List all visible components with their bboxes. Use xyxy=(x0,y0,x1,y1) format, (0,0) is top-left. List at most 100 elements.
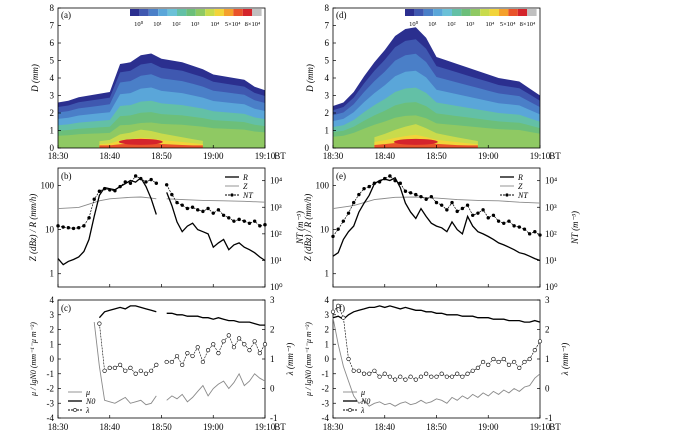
colorbar-label: 8×10⁴ xyxy=(520,21,536,28)
series-N0-line xyxy=(98,305,265,326)
series-NT-point xyxy=(170,192,174,197)
x-tick-label: 18:40 xyxy=(99,151,120,161)
series-lambda-point xyxy=(211,342,216,347)
colorbar-cell xyxy=(527,9,537,16)
y2-tick-label: 10² xyxy=(270,229,282,239)
series-NT-point xyxy=(201,209,205,214)
colorbar-cell xyxy=(195,9,206,16)
series-lambda-point xyxy=(393,377,398,382)
series-NT-point xyxy=(429,194,434,199)
legend-label: R xyxy=(242,173,248,182)
series-NT-point xyxy=(445,208,449,212)
y-tick-label: -1 xyxy=(322,369,330,379)
series-lambda-point xyxy=(351,368,356,373)
y-tick-label: 0 xyxy=(325,143,330,153)
y2-tick-label: 3 xyxy=(545,295,550,305)
series-lambda-point xyxy=(190,353,195,359)
series-NT-point xyxy=(533,230,537,234)
y2-tick-label: 10³ xyxy=(270,202,282,212)
series-NT-point xyxy=(377,180,382,184)
y-tick-label: 7 xyxy=(325,21,330,31)
series-lambda-point xyxy=(252,339,257,344)
y-tick-label: 1 xyxy=(50,269,55,279)
time-unit-label: BT xyxy=(549,422,561,432)
x-tick-label: 18:50 xyxy=(151,151,172,161)
series-NT-point xyxy=(455,209,459,214)
series-lambda-point xyxy=(408,374,413,379)
panel-label: (b) xyxy=(61,171,72,181)
series-lambda-point xyxy=(138,368,143,373)
colorbar-cell xyxy=(461,9,471,16)
y2-tick-label: 10³ xyxy=(545,202,557,212)
series-NT-point xyxy=(502,221,506,225)
x-tick-label: 18:30 xyxy=(323,151,344,161)
series-R-line xyxy=(332,176,541,262)
y-tick-label: 100 xyxy=(41,181,55,191)
series-NT-point xyxy=(367,184,371,189)
x-tick-label: 18:40 xyxy=(374,422,395,432)
series-NT-point xyxy=(512,224,516,228)
series-lambda-point xyxy=(413,377,418,382)
series-lambda-point xyxy=(501,356,506,362)
y2-axis-label: NT (m⁻³) xyxy=(570,211,580,245)
series-NT-point xyxy=(196,208,200,212)
series-NT-point xyxy=(139,176,143,181)
colorbar-cell xyxy=(405,9,415,16)
series-lambda-point xyxy=(257,351,262,356)
series-lambda-point xyxy=(522,359,527,365)
series-lambda-point xyxy=(361,371,367,376)
series-NT-point xyxy=(419,194,423,199)
series-lambda-point xyxy=(154,362,159,368)
legend-label: NT xyxy=(517,191,528,200)
y2-tick-label: 10¹ xyxy=(545,255,557,265)
series-NT-point xyxy=(491,213,496,217)
y-tick-label: 8 xyxy=(50,3,55,13)
y-tick-label: 5 xyxy=(325,56,330,66)
series-lambda-point xyxy=(336,303,341,309)
series-lambda-point xyxy=(102,368,107,373)
series-NT-point xyxy=(522,227,527,231)
series-NT-point xyxy=(424,197,428,201)
series-NT-point xyxy=(144,180,148,184)
y-tick-label: 0 xyxy=(325,354,330,364)
colorbar-cell xyxy=(489,9,499,16)
x-tick-label: 19:10 xyxy=(530,422,551,432)
series-lambda-point xyxy=(418,374,424,379)
colorbar-cell xyxy=(470,9,481,16)
panel-label: (c) xyxy=(61,303,71,313)
series-lambda-point xyxy=(341,315,346,320)
series-NT-point xyxy=(357,192,361,197)
series-NT-point xyxy=(372,181,377,185)
series-lambda-point xyxy=(506,362,512,368)
series-Z-line xyxy=(57,196,266,210)
y-axis-label: D (mm) xyxy=(30,64,40,93)
y2-axis-label: λ (mm⁻¹) xyxy=(285,343,295,377)
x-tick-label: 18:50 xyxy=(426,422,447,432)
series-lambda-point xyxy=(429,374,434,379)
series-lambda-point xyxy=(195,345,200,350)
y2-tick-label: -1 xyxy=(270,413,278,423)
series-NT-point xyxy=(242,219,246,223)
series-lambda-point xyxy=(517,365,522,370)
series-lambda-point xyxy=(496,359,501,365)
series-N0-line xyxy=(332,305,541,323)
colorbar-cell xyxy=(452,9,462,16)
y-tick-label: 10 xyxy=(320,225,330,235)
colorbar-label: 5×10⁴ xyxy=(500,21,516,28)
series-NT-point xyxy=(77,226,81,230)
legend-label: Z xyxy=(243,182,248,191)
y2-tick-label: 10⁰ xyxy=(545,282,558,292)
y-tick-label: 3 xyxy=(325,91,330,101)
panel-label: (e) xyxy=(336,171,346,181)
series-lambda-point xyxy=(180,362,185,368)
y2-tick-label: 10⁴ xyxy=(270,176,282,186)
series-mu-line xyxy=(93,322,266,406)
series-NT-point xyxy=(346,211,351,215)
series-lambda-point xyxy=(346,356,351,362)
series-lambda-point xyxy=(97,321,102,326)
y-tick-label: -1 xyxy=(47,369,55,379)
y-tick-label: -3 xyxy=(47,398,55,408)
series-lambda-point xyxy=(185,351,190,356)
series-NT-point xyxy=(133,174,138,178)
legend-label: NT xyxy=(242,191,253,200)
